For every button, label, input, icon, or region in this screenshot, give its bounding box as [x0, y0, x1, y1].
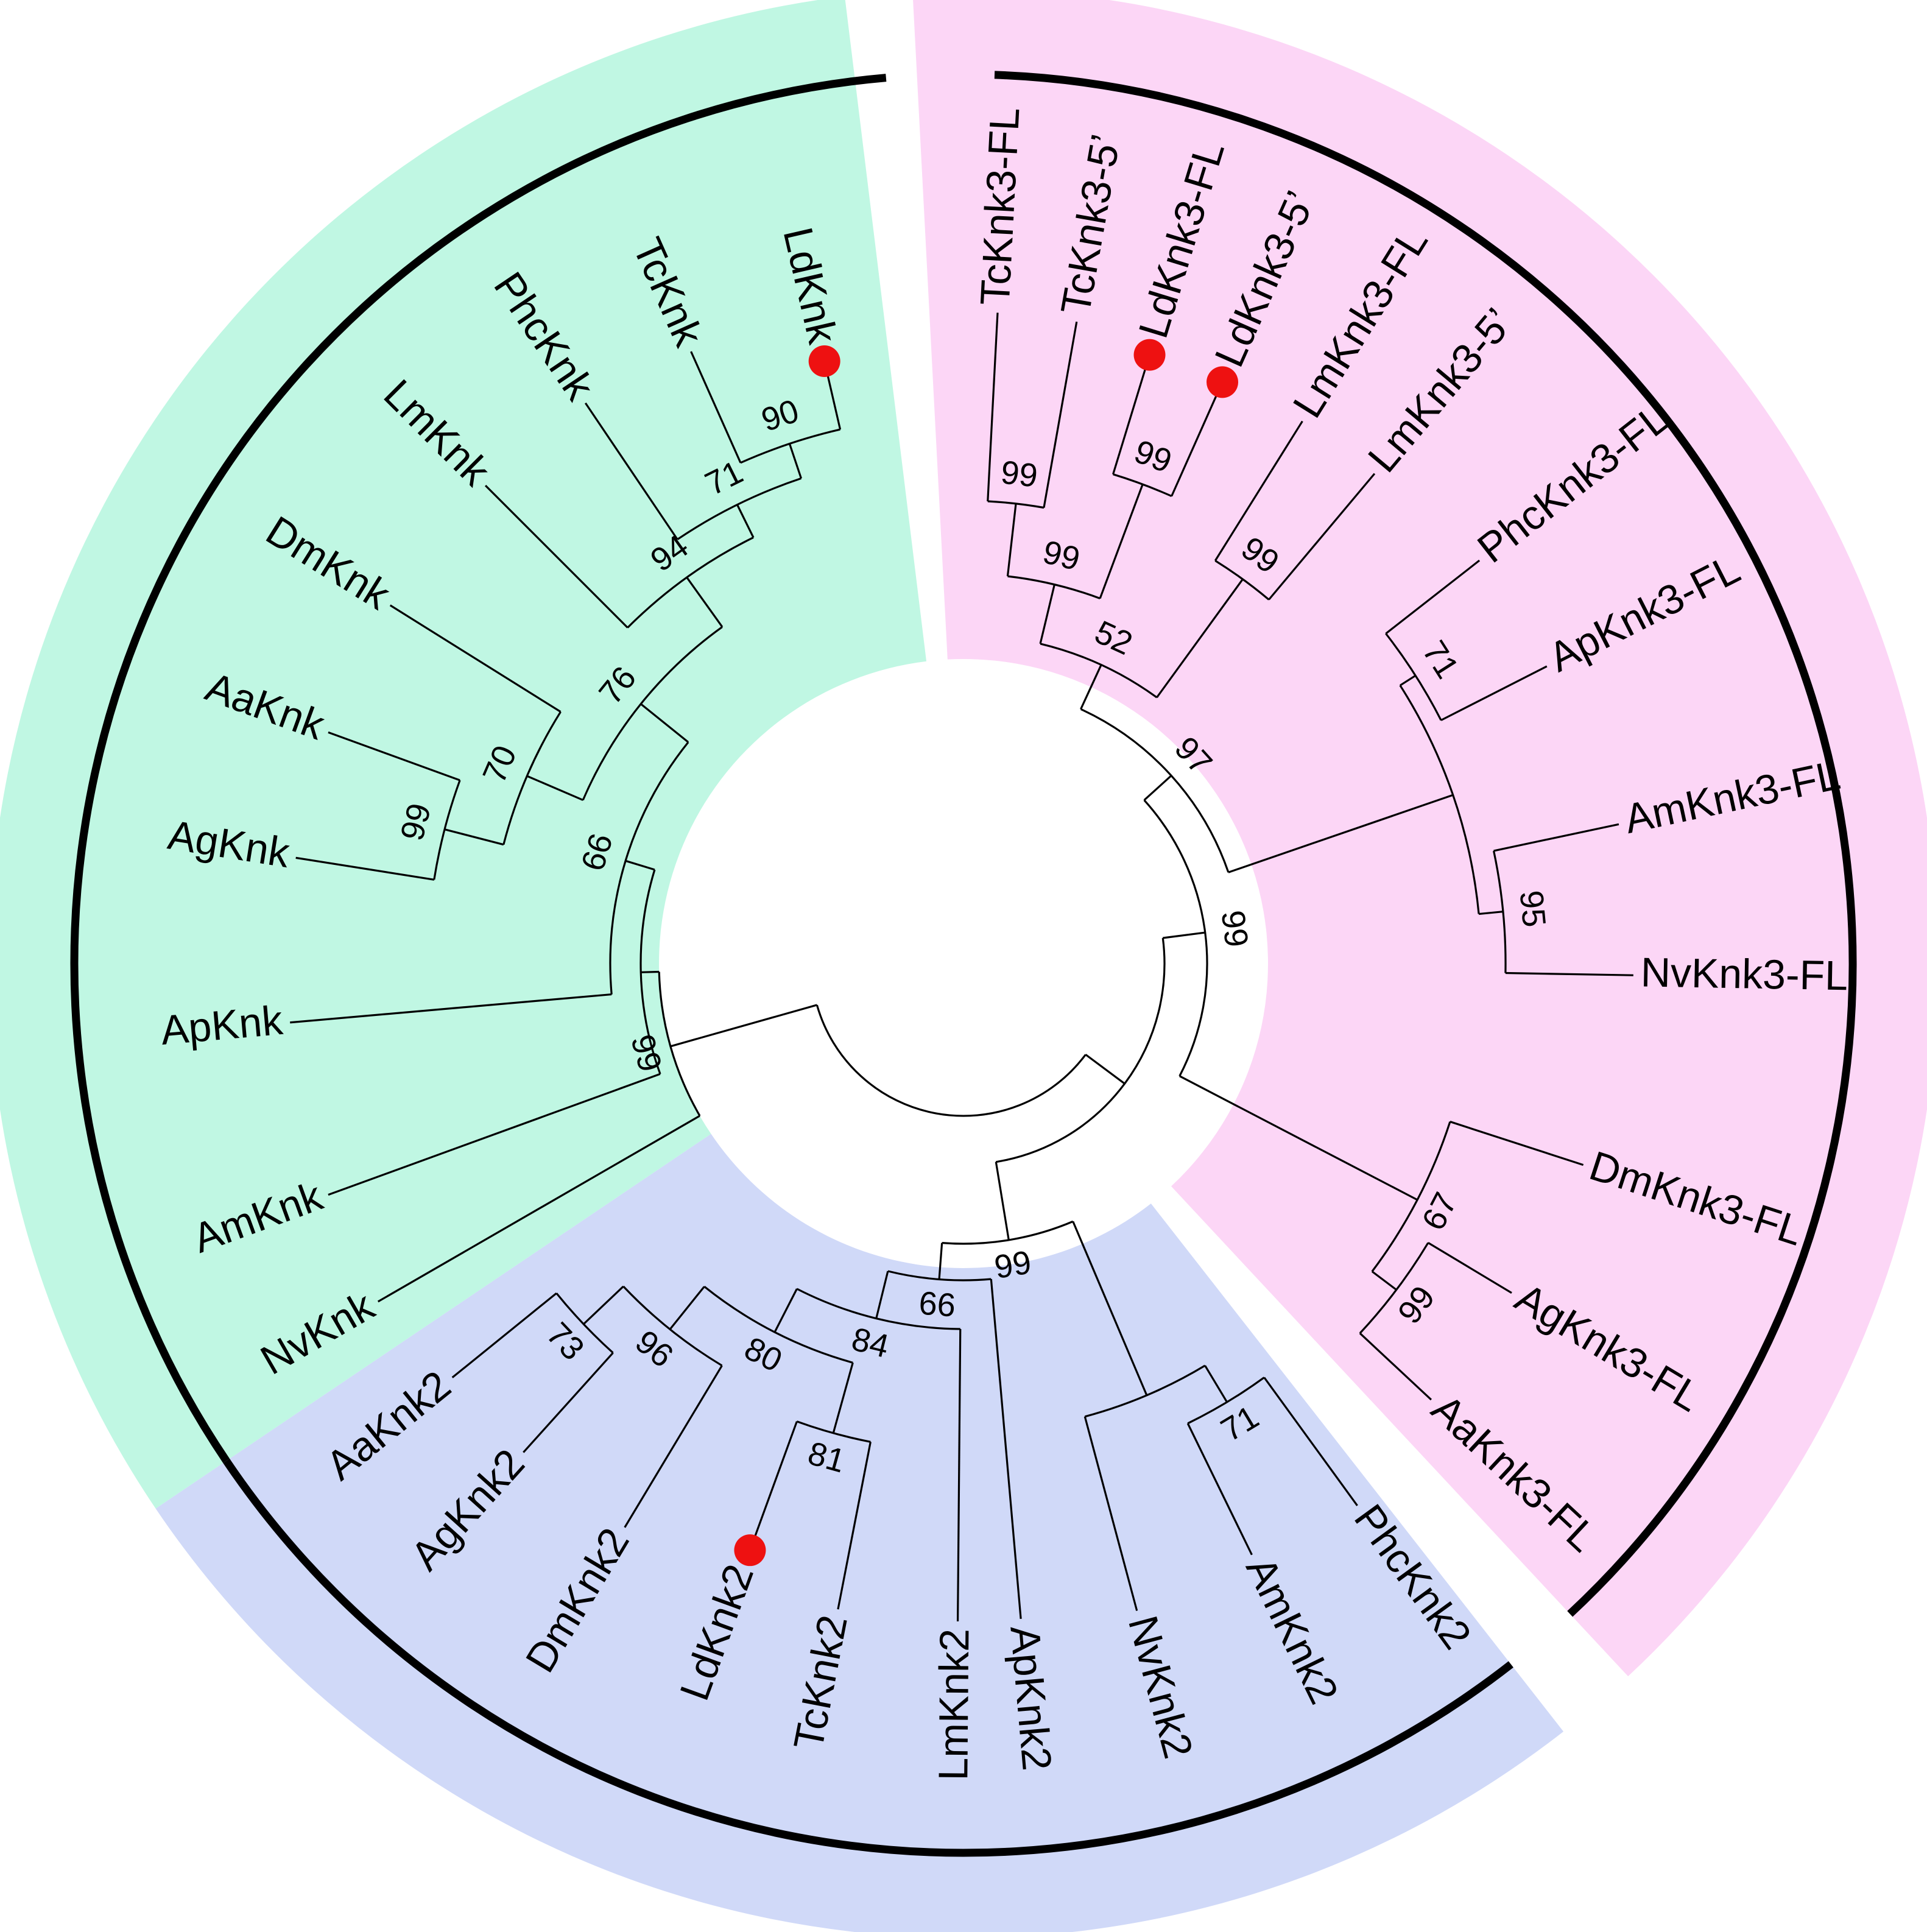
branch-line [1163, 931, 1205, 939]
leaf-label: LmKnk2 [930, 1629, 978, 1781]
branch-line [444, 828, 504, 846]
branch-line [1428, 1242, 1512, 1294]
branch-arc [796, 1420, 871, 1443]
branch-line [690, 351, 742, 464]
highlight-dot-marker [1133, 339, 1166, 371]
highlight-dot-marker [1207, 366, 1239, 398]
highlight-dot-marker [734, 1534, 766, 1567]
branch-line [1085, 1054, 1126, 1085]
branch-line [832, 1362, 854, 1434]
branch-arc [996, 937, 1166, 1163]
branch-line [1099, 484, 1144, 599]
branch-line [1371, 1271, 1397, 1291]
branch-line [1263, 1377, 1358, 1506]
branch-line [1156, 579, 1244, 699]
branch-line [956, 1328, 962, 1621]
bootstrap-value: 84 [848, 1320, 893, 1365]
knk3-rim-arc [994, 71, 1857, 1617]
branch-line [754, 1421, 798, 1537]
branch-line [1214, 420, 1303, 562]
bootstrap-value: 99 [992, 1244, 1034, 1286]
branch-line [583, 1285, 624, 1325]
branch-line [1493, 823, 1619, 852]
branch-line [389, 604, 562, 713]
branch-arc [1007, 575, 1101, 599]
branch-line [1440, 665, 1548, 721]
branch-line [1385, 559, 1481, 635]
branch-line [625, 859, 655, 871]
branch-line [990, 1278, 1022, 1620]
branch-line [1228, 794, 1454, 873]
branch-line [1072, 1221, 1148, 1396]
branch-arc [796, 1288, 960, 1330]
branch-line [875, 1271, 889, 1319]
branch-line [1450, 1121, 1584, 1166]
outer-rim-arcs [70, 71, 1857, 1857]
knk2-rim-arc [223, 1458, 1513, 1857]
bootstrap-value: 99 [1214, 908, 1255, 949]
branch-line [584, 402, 678, 540]
branch-arc [1371, 1121, 1451, 1272]
branch-line [1143, 775, 1172, 801]
branch-line [1268, 473, 1376, 601]
knk3-clade-background [913, 0, 1927, 1677]
branch-line [377, 1115, 700, 1303]
branch-line [484, 484, 629, 629]
leaf-label: ApKnk [159, 997, 285, 1054]
branch-line [995, 1162, 1010, 1241]
branch-line [826, 376, 842, 430]
branch-line [1359, 1332, 1432, 1401]
branch-line [736, 504, 755, 538]
branch-line [1186, 1423, 1253, 1556]
bootstrap-value: 95 [1513, 889, 1552, 929]
branch-line [1204, 1365, 1228, 1403]
branch-line [295, 856, 435, 881]
highlight-dot-marker [808, 345, 840, 378]
bootstrap-value: 99 [393, 800, 438, 844]
branches [290, 312, 1633, 1621]
branch-line [523, 1352, 614, 1453]
branch-line [290, 993, 612, 1024]
branch-line [686, 577, 724, 628]
branch-arc [816, 1004, 1087, 1117]
leaf-label: TcKnk3-FL [972, 107, 1029, 307]
branch-line [1006, 503, 1017, 577]
branch-line [837, 1441, 872, 1610]
branch-arc [1143, 799, 1208, 1077]
knk-clade-background [0, 0, 927, 1509]
branch-line [328, 1073, 661, 1196]
knk-rim-arc [70, 74, 887, 1464]
bootstrap-value: 66 [918, 1285, 957, 1324]
branch-line [1083, 1416, 1138, 1611]
branch-line [1043, 321, 1078, 508]
branch-line [788, 443, 802, 479]
branch-arc [1359, 1242, 1429, 1334]
branch-line [1179, 1075, 1418, 1201]
branch-line [669, 1286, 705, 1330]
branch-line [328, 731, 460, 781]
branch-line [451, 1292, 557, 1378]
branch-line [1112, 369, 1146, 475]
branch-line [1478, 911, 1504, 915]
branch-line [1080, 664, 1102, 710]
branch-line [641, 970, 660, 973]
bootstrap-value: 99 [1040, 534, 1083, 577]
branch-line [1039, 584, 1055, 644]
branch-arc [1084, 1364, 1206, 1418]
branch-line [938, 1243, 943, 1280]
bootstrap-value: 99 [999, 454, 1039, 494]
branch-line [670, 1004, 817, 1048]
branch-line [526, 775, 583, 802]
branch-line [1400, 674, 1417, 686]
branch-line [624, 1365, 723, 1528]
leaf-label: NvKnk3-FL [1640, 949, 1848, 999]
branch-line [987, 312, 999, 502]
branch-line [640, 703, 689, 743]
branch-line [773, 1288, 798, 1333]
branch-line [1505, 971, 1633, 976]
highlight-markers [734, 339, 1239, 1567]
branch-line [1171, 395, 1217, 497]
